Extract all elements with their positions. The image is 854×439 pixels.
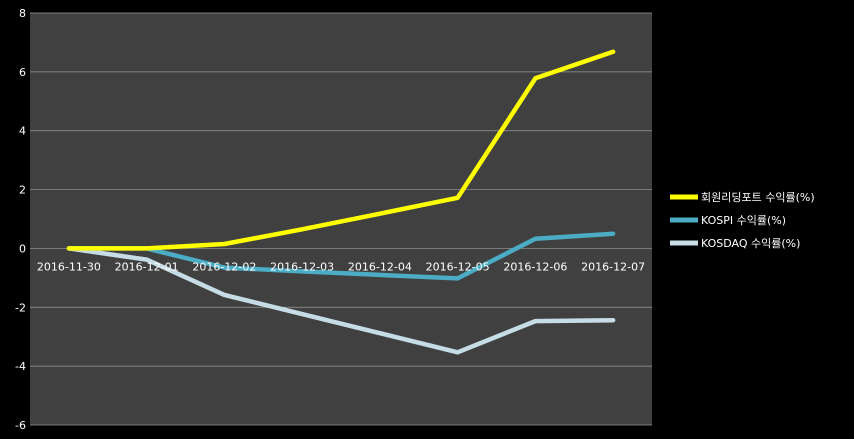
series-line-1 [66,231,616,281]
legend-label: 회원리딩포트 수익률(%) [701,191,815,204]
legend: 회원리딩포트 수익률(%) KOSPI 수익률(%) KOSDAQ 수익률(%) [670,191,815,250]
legend-label: KOSPI 수익률(%) [701,214,786,227]
y-axis-tick-labels: -6 -4 -2 0 2 4 6 8 [15,7,26,432]
x-tick-label: 2016-12-07 [581,260,645,273]
y-tick-label: -2 [15,301,26,314]
y-tick-label: 4 [19,125,26,138]
y-tick-label: -6 [15,419,26,432]
y-tick-label: 0 [19,242,26,255]
y-tick-label: 2 [19,184,26,197]
x-tick-label: 2016-12-01 [115,260,179,273]
series-lines [66,49,616,355]
x-axis-tick-labels: 2016-11-30 2016-12-01 2016-12-02 2016-12-03… [37,260,645,273]
x-tick-label: 2016-12-03 [270,260,334,273]
x-tick-label: 2016-12-04 [348,260,412,273]
x-tick-label: 2016-12-06 [503,260,567,273]
legend-label: KOSDAQ 수익률(%) [701,237,800,250]
y-tick-label: 6 [19,66,26,79]
series-line-0 [66,49,616,251]
y-tick-label: -4 [15,360,26,373]
series-line-2 [66,246,616,355]
x-tick-label: 2016-12-02 [192,260,256,273]
plot-area [30,13,652,425]
x-tick-label: 2016-12-05 [426,260,490,273]
x-tick-label: 2016-11-30 [37,260,101,273]
y-tick-label: 8 [19,7,26,20]
